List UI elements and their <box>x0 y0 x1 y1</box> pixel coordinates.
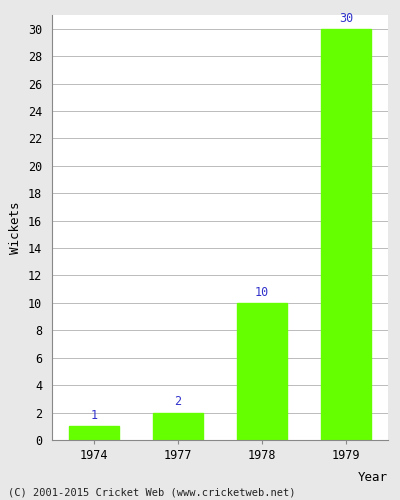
Text: 30: 30 <box>339 12 353 24</box>
Text: Year: Year <box>358 470 388 484</box>
Bar <box>321 28 371 440</box>
Text: 10: 10 <box>255 286 269 299</box>
Y-axis label: Wickets: Wickets <box>10 201 22 254</box>
Bar <box>153 412 203 440</box>
Text: 1: 1 <box>90 409 98 422</box>
Text: 2: 2 <box>174 396 182 408</box>
Bar <box>69 426 119 440</box>
Text: (C) 2001-2015 Cricket Web (www.cricketweb.net): (C) 2001-2015 Cricket Web (www.cricketwe… <box>8 488 296 498</box>
Bar <box>237 303 287 440</box>
